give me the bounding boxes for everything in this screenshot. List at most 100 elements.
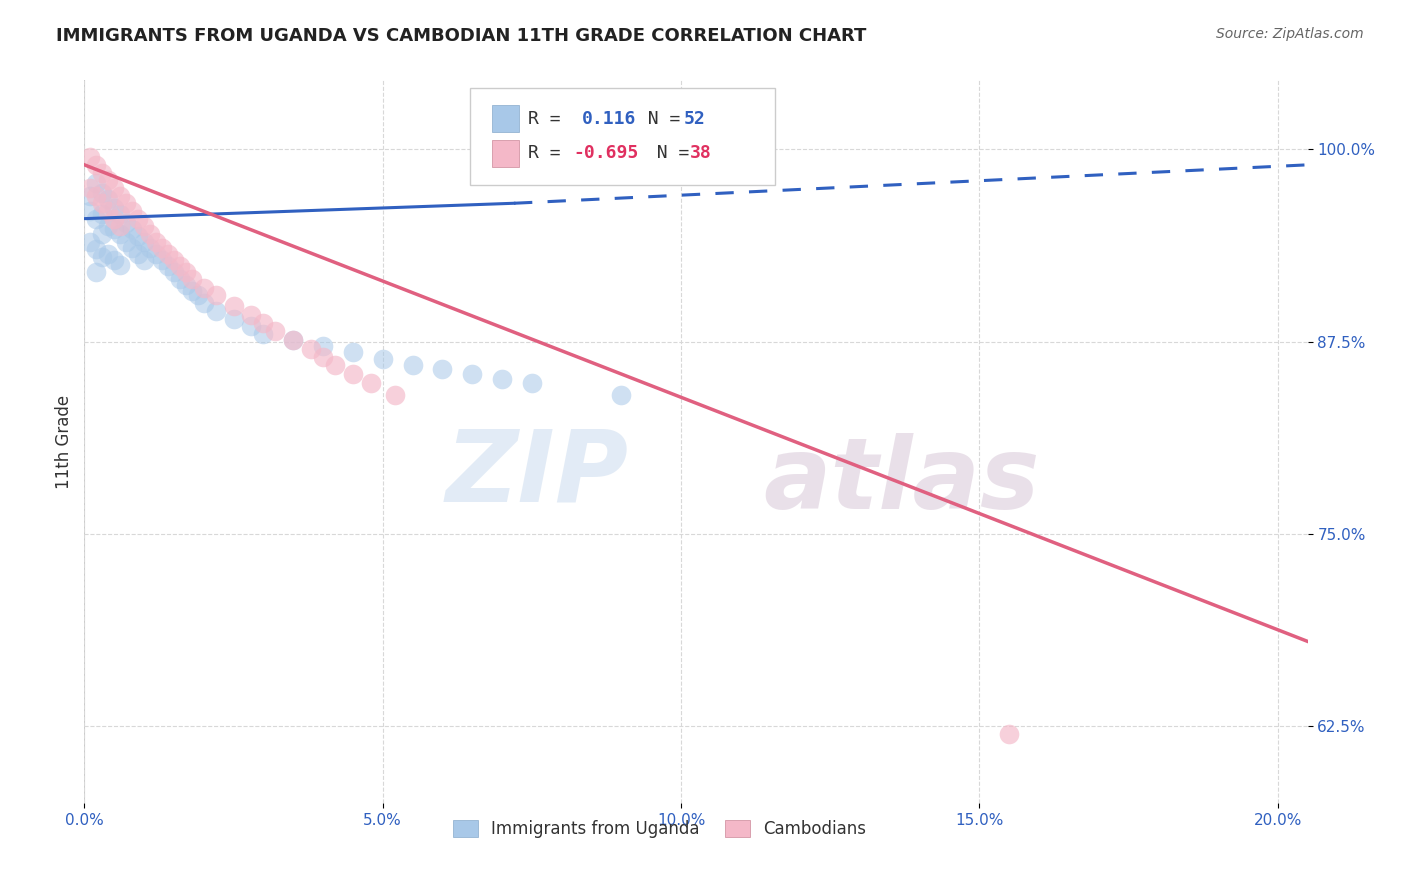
Point (79, 181, 101, 195)
Point (193, 296, 215, 310)
Point (240, 309, 263, 323)
Point (163, 253, 186, 268)
Point (264, 324, 287, 338)
Text: ZIP: ZIP (446, 425, 628, 523)
Point (97, 247, 120, 261)
Point (84, 188, 107, 202)
Text: R =: R = (529, 110, 572, 128)
Bar (492, 105, 519, 132)
Point (520, 376, 543, 391)
Point (108, 207, 131, 221)
Point (79, 203, 101, 218)
Legend: Immigrants from Uganda, Cambodians: Immigrants from Uganda, Cambodians (446, 814, 873, 845)
Point (252, 316, 274, 330)
Point (299, 343, 322, 357)
Point (97, 173, 120, 187)
Point (432, 362, 454, 376)
Point (283, 333, 305, 347)
Point (174, 265, 197, 279)
Point (150, 253, 173, 268)
Point (79, 235, 101, 249)
Point (91, 165, 114, 179)
Text: atlas: atlas (763, 433, 1040, 530)
Text: IMMIGRANTS FROM UGANDA VS CAMBODIAN 11TH GRADE CORRELATION CHART: IMMIGRANTS FROM UGANDA VS CAMBODIAN 11TH… (56, 27, 866, 45)
Point (103, 253, 125, 268)
Point (342, 367, 364, 381)
Point (115, 196, 138, 211)
Point (108, 188, 131, 202)
Point (174, 277, 197, 292)
Point (108, 219, 131, 234)
Point (84, 176, 107, 190)
Point (127, 247, 149, 261)
Point (108, 258, 131, 272)
Point (84, 211, 107, 226)
Point (139, 227, 162, 241)
Point (156, 260, 179, 274)
Point (121, 241, 143, 255)
Point (97, 192, 120, 206)
Point (222, 311, 245, 326)
Point (342, 345, 364, 359)
Bar (492, 139, 519, 167)
Point (103, 222, 125, 236)
Point (97, 219, 120, 234)
Point (461, 367, 484, 381)
Point (84, 265, 107, 279)
Point (371, 351, 394, 366)
Text: N =: N = (626, 110, 692, 128)
Point (187, 288, 209, 302)
Point (283, 333, 305, 347)
Point (97, 203, 120, 218)
FancyBboxPatch shape (470, 87, 776, 185)
Point (145, 247, 167, 261)
Point (401, 358, 423, 372)
Point (103, 211, 125, 226)
Point (163, 265, 186, 279)
Point (180, 271, 202, 285)
Text: -0.695: -0.695 (574, 145, 638, 162)
Point (108, 227, 131, 241)
Point (84, 243, 107, 257)
Point (132, 253, 155, 268)
Point (193, 281, 215, 295)
Point (115, 216, 138, 230)
Point (145, 235, 167, 249)
Point (222, 299, 245, 313)
Point (312, 350, 335, 364)
Point (91, 196, 114, 211)
Point (323, 358, 346, 372)
Point (312, 339, 335, 353)
Point (79, 150, 101, 164)
Text: R =: R = (529, 145, 572, 162)
Point (91, 250, 114, 264)
Text: 52: 52 (683, 110, 706, 128)
Point (132, 235, 155, 249)
Point (132, 219, 155, 234)
Point (156, 247, 179, 261)
Point (204, 304, 226, 318)
Text: 0.116: 0.116 (582, 110, 637, 128)
Point (150, 241, 173, 255)
Point (103, 181, 125, 195)
Point (79, 188, 101, 202)
Point (180, 284, 202, 298)
Point (121, 203, 143, 218)
Point (360, 376, 382, 391)
Point (91, 227, 114, 241)
Point (610, 388, 633, 402)
Point (252, 326, 274, 341)
Point (204, 288, 226, 302)
Point (121, 222, 143, 236)
Point (91, 186, 114, 200)
Point (127, 228, 149, 243)
Point (491, 371, 513, 385)
Point (169, 260, 191, 274)
Point (998, 726, 1021, 740)
Point (84, 158, 107, 172)
Point (139, 241, 162, 255)
Text: 38: 38 (690, 145, 711, 162)
Text: N =: N = (636, 145, 700, 162)
Point (115, 235, 138, 249)
Point (169, 271, 191, 285)
